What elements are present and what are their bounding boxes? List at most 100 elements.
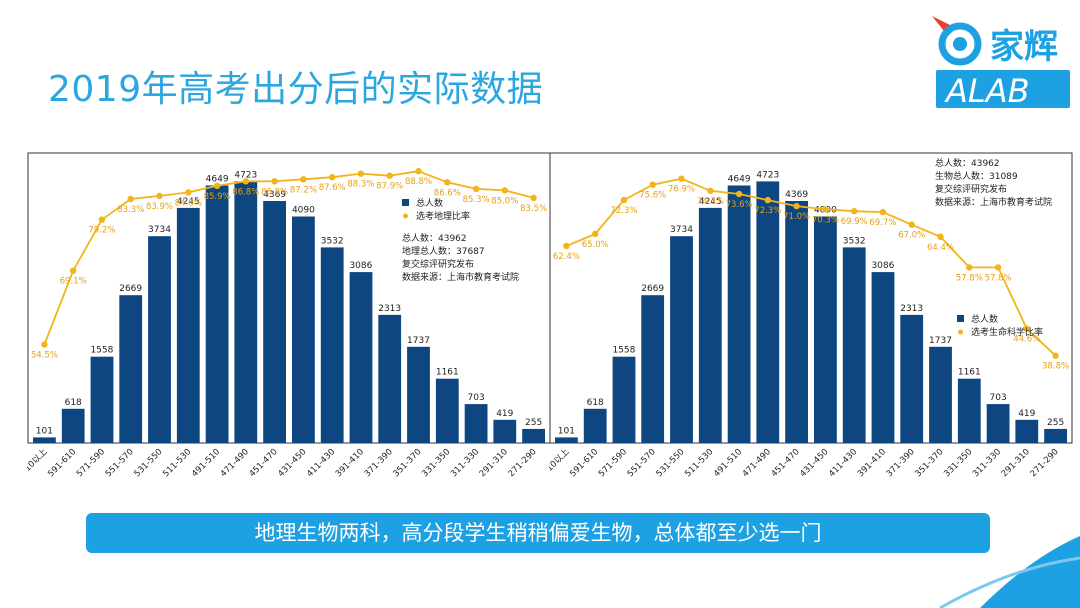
ratio-label: 69.9% [841, 217, 868, 227]
bar-value-label: 101 [36, 426, 53, 436]
bar-value-label: 618 [65, 398, 82, 408]
ratio-label: 65.0% [582, 240, 609, 250]
info-text-line: 总人数：43962 [935, 157, 1000, 169]
bar-value-label: 3086 [349, 261, 372, 271]
summary-banner: 地理生物两科，高分段学生稍稍偏爱生物，总体都至少选一门 [86, 513, 990, 553]
category-tick-label: 311-330 [971, 447, 1003, 479]
ratio-label: 57.8% [985, 273, 1012, 283]
ratio-point [444, 179, 451, 186]
category-tick-label: 431-450 [276, 447, 308, 479]
ratio-point [357, 170, 365, 177]
ratio-label: 67.0% [898, 231, 925, 241]
legend-bar-label: 总人数 [971, 313, 998, 325]
ratio-point [851, 208, 858, 215]
ratio-label: 64.4% [927, 243, 954, 253]
bar-value-label: 419 [1018, 409, 1035, 419]
bar-value-label: 3734 [670, 225, 693, 235]
ratio-point [1023, 325, 1030, 332]
category-tick-label: 451-470 [248, 447, 280, 479]
bar [929, 346, 952, 443]
bar-value-label: 3532 [321, 236, 344, 246]
bar-value-label: 1737 [407, 336, 430, 346]
bar [986, 404, 1010, 443]
bar-value-label: 618 [587, 398, 604, 408]
bar-value-label: 4090 [292, 206, 315, 216]
ratio-point [213, 182, 221, 189]
category-tick-label: 351-370 [391, 447, 423, 479]
ratio-label: 86.8% [232, 187, 259, 197]
ratio-point [735, 190, 743, 198]
ratio-label: 88.8% [405, 177, 432, 187]
bar [292, 216, 315, 443]
ratio-point [271, 178, 278, 185]
category-tick-label: 591-610 [46, 447, 78, 479]
category-tick-label: 431-450 [798, 447, 830, 479]
ratio-point [386, 172, 393, 179]
ratio-point [707, 187, 714, 194]
ratio-point [764, 196, 771, 204]
info-text-line: 数据来源：上海市教育考试院 [935, 196, 1052, 208]
ratio-point [127, 195, 134, 203]
bar [33, 437, 56, 443]
bar [785, 201, 808, 443]
bar-value-label: 255 [1047, 418, 1064, 428]
ratio-point [300, 176, 307, 183]
bar-value-label: 1558 [90, 346, 113, 356]
ratio-label: 83.9% [146, 202, 173, 212]
ratio-label: 57.8% [956, 273, 983, 283]
category-tick-label: 391-410 [856, 447, 888, 479]
legend-bar-label: 总人数 [416, 197, 443, 209]
bar-value-label: 2313 [900, 304, 923, 314]
ratio-label: 85.3% [463, 195, 490, 205]
geography-ratio-chart-svg: 101610以上618591-6101558571-5902669551-570… [27, 152, 551, 479]
bar-value-label: 4369 [263, 190, 286, 200]
ratio-label: 71.0% [783, 212, 810, 222]
ratio-point [822, 206, 829, 213]
ratio-label: 84.6% [175, 198, 202, 208]
category-tick-label: 491-510 [190, 447, 222, 479]
info-text-line: 生物总人数：31089 [935, 170, 1018, 182]
ratio-line [43, 170, 534, 345]
category-tick-label: 551-570 [626, 447, 658, 479]
ratio-label: 88.3% [347, 180, 374, 190]
bar [90, 356, 114, 443]
ratio-point [563, 242, 570, 250]
ratio-line [566, 177, 1057, 357]
biology-ratio-chart-svg: 101610以上618591-6101558571-5902669551-570… [549, 152, 1073, 479]
ratio-label: 83.5% [520, 204, 547, 214]
bar [727, 185, 751, 443]
bar [641, 295, 665, 443]
geography-ratio-chart: 101 610以上 618 591-610 1558 571-590 2669 551-570… [27, 152, 551, 486]
ratio-label: 69.7% [869, 218, 896, 228]
legend-bar-swatch [402, 199, 409, 206]
ratio-label: 85.9% [204, 192, 231, 202]
ratio-point [937, 233, 944, 240]
ratio-point [41, 341, 48, 348]
bar [756, 181, 780, 443]
category-tick-label: 391-410 [334, 447, 366, 479]
category-tick-label: 471-490 [741, 447, 773, 479]
category-tick-label: 491-510 [712, 447, 744, 479]
ratio-label: 86.6% [434, 188, 461, 198]
ratio-point [530, 194, 537, 202]
bar [435, 378, 459, 443]
bar [61, 408, 85, 443]
bar [464, 404, 488, 443]
bar [871, 272, 895, 443]
ratio-label: 44.6% [1013, 335, 1040, 345]
category-tick-label: 511-530 [683, 447, 715, 479]
ratio-point [994, 264, 1002, 271]
ratio-label: 72.3% [610, 206, 637, 216]
bar-value-label: 3086 [871, 261, 894, 271]
category-tick-label: 371-390 [363, 447, 395, 479]
bar-value-label: 703 [468, 393, 485, 403]
plot-frame [549, 152, 1073, 444]
legend-line-swatch [403, 213, 408, 219]
bar [612, 356, 636, 443]
category-tick-label: 271-290 [1029, 447, 1061, 479]
bar [583, 408, 607, 443]
biology-ratio-chart: 101 610以上 618 591-610 1558 571-590 2669 551-570… [549, 152, 1073, 486]
logo-sub-text: ALAB [944, 72, 1030, 110]
ratio-point [98, 216, 106, 223]
